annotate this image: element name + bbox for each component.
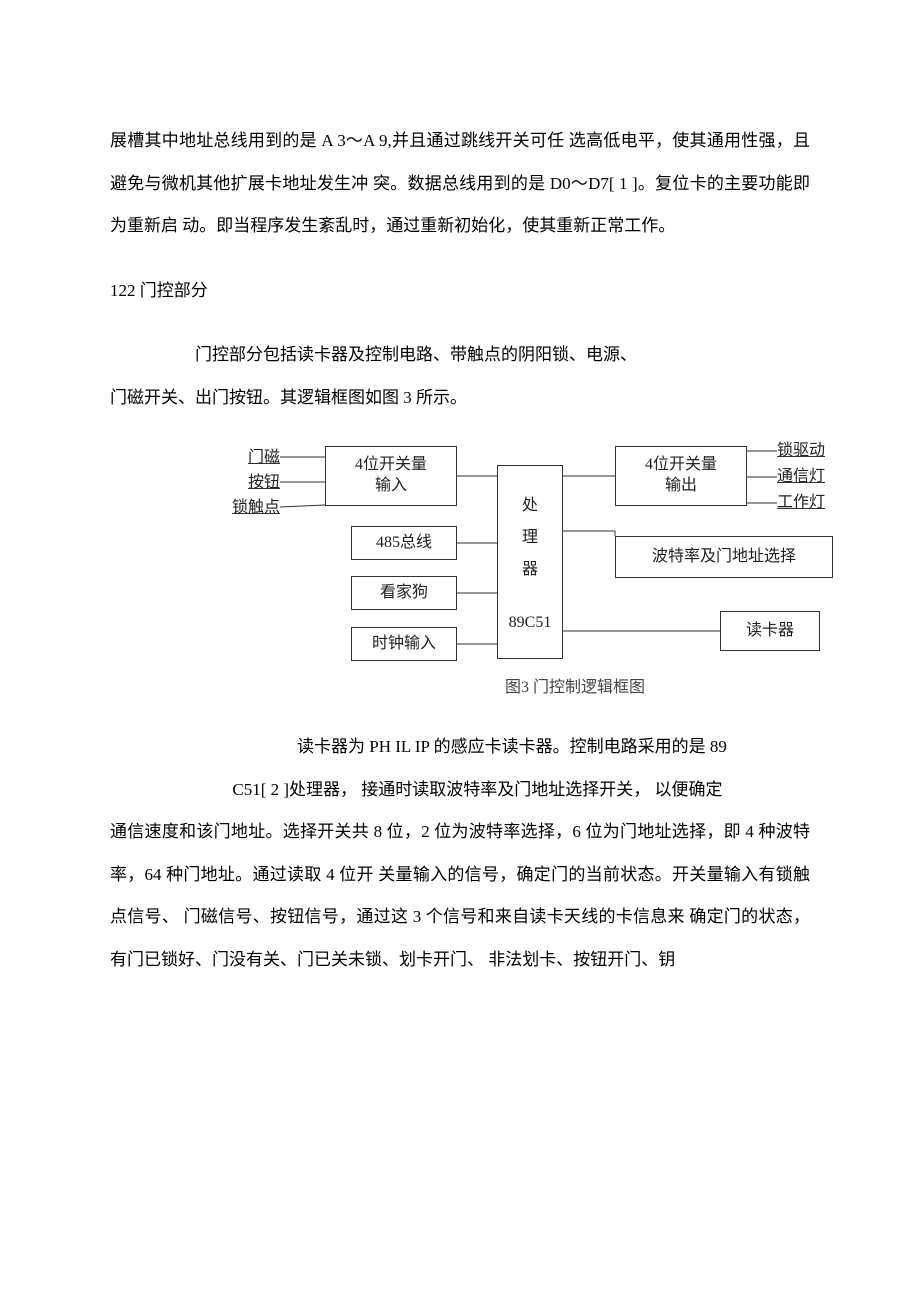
- box-switch-input: 4位开关量 输入: [325, 446, 457, 506]
- diagram-label-suochudian: 锁触点: [225, 498, 280, 517]
- diagram-label-work-light: 工作灯: [777, 493, 845, 512]
- diagram-label-anniu: 按钮: [225, 473, 280, 492]
- paragraph-3-rest: 通信速度和该门地址。选择开关共 8 位，2 位为波特率选择，6 位为门地址选择，…: [110, 811, 810, 981]
- box-card-reader: 读卡器: [720, 611, 820, 651]
- box-switch-output: 4位开关量 输出: [615, 446, 747, 506]
- diagram-label-menci: 门磁: [225, 448, 280, 467]
- paragraph-2-line1: 门控部分包括读卡器及控制电路、带触点的阴阳锁、电源、: [110, 334, 810, 377]
- cpu-label-bottom: 89C51: [509, 613, 552, 634]
- paragraph-3-line1: 读卡器为 PH IL IP 的感应卡读卡器。控制电路采用的是 89: [110, 726, 810, 769]
- box-485-bus: 485总线: [351, 526, 457, 560]
- paragraph-2-line2: 门磁开关、出门按钮。其逻辑框图如图 3 所示。: [110, 377, 810, 420]
- cpu-label-top: 处 理 器: [522, 490, 538, 586]
- section-heading: 122 门控部分: [110, 270, 810, 313]
- box-watchdog: 看家狗: [351, 576, 457, 610]
- diagram-label-comm-light: 通信灯: [777, 467, 845, 486]
- diagram-label-lock-drive: 锁驱动: [777, 441, 845, 460]
- box-baud-address: 波特率及门地址选择: [615, 536, 833, 578]
- paragraph-1: 展槽其中地址总线用到的是 A 3～A 9,并且通过跳线开关可任 选高低电平，使其…: [110, 120, 810, 248]
- paragraph-3-line2: C51[ 2 ]处理器， 接通时读取波特率及门地址选择开关， 以便确定: [110, 769, 810, 812]
- box-clock-input: 时钟输入: [351, 627, 457, 661]
- diagram-caption: 图3 门控制逻辑框图: [435, 673, 715, 697]
- box-cpu: 处 理 器 89C51: [497, 465, 563, 659]
- door-control-diagram: 门磁 按钮 锁触点 4位开关量 输入 485总线 看家狗 时钟输入 处 理 器 …: [225, 441, 845, 721]
